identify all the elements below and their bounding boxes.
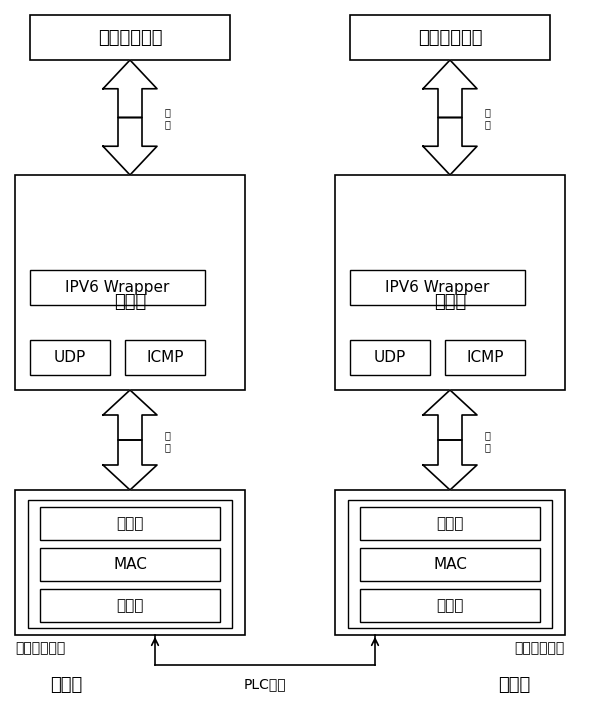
Bar (28, 500, 232, 628)
Polygon shape (103, 390, 157, 440)
Polygon shape (423, 390, 477, 440)
Bar (30, 340, 110, 375)
Text: 口: 口 (165, 107, 171, 117)
Bar (40, 507, 220, 540)
Text: 串: 串 (485, 120, 491, 130)
Bar (15, 490, 245, 635)
Text: MAC: MAC (113, 557, 147, 572)
Bar (360, 548, 540, 581)
Text: 物理层: 物理层 (116, 598, 144, 613)
Text: 串: 串 (165, 442, 171, 452)
Text: UDP: UDP (54, 350, 86, 365)
Text: 从模块: 从模块 (50, 676, 82, 694)
Bar (30, 15, 230, 60)
Bar (348, 500, 552, 628)
Text: 载波调制模块: 载波调制模块 (15, 641, 65, 655)
Text: 口: 口 (485, 107, 491, 117)
Bar (335, 490, 565, 635)
Text: IPV6 Wrapper: IPV6 Wrapper (65, 280, 170, 295)
Polygon shape (423, 60, 477, 117)
Text: 网络层: 网络层 (434, 294, 466, 312)
Bar (40, 589, 220, 622)
Bar (350, 340, 430, 375)
Text: PLC网络: PLC网络 (244, 677, 287, 691)
Bar (335, 175, 565, 390)
Text: ICMP: ICMP (466, 350, 504, 365)
Polygon shape (103, 440, 157, 490)
Bar (350, 270, 525, 305)
Text: 路由层: 路由层 (436, 516, 464, 531)
Text: ICMP: ICMP (146, 350, 184, 365)
Text: 物理层: 物理层 (436, 598, 464, 613)
Text: IPV6 Wrapper: IPV6 Wrapper (385, 280, 490, 295)
Polygon shape (103, 60, 157, 117)
Polygon shape (103, 117, 157, 175)
Text: MAC: MAC (433, 557, 467, 572)
Bar (360, 507, 540, 540)
Polygon shape (423, 440, 477, 490)
Text: 口: 口 (165, 430, 171, 440)
Bar (445, 340, 525, 375)
Bar (40, 548, 220, 581)
Text: 集中器应用层: 集中器应用层 (418, 29, 482, 47)
Bar (360, 589, 540, 622)
Text: 串: 串 (485, 442, 491, 452)
Text: 网络层: 网络层 (114, 294, 146, 312)
Text: 路由层: 路由层 (116, 516, 144, 531)
Polygon shape (423, 117, 477, 175)
Bar (125, 340, 205, 375)
Text: 串: 串 (165, 120, 171, 130)
Text: 主模块: 主模块 (498, 676, 530, 694)
Bar (30, 270, 205, 305)
Text: UDP: UDP (374, 350, 406, 365)
Bar (350, 15, 550, 60)
Bar (15, 175, 245, 390)
Text: 口: 口 (485, 430, 491, 440)
Text: 电能表应用层: 电能表应用层 (98, 29, 162, 47)
Text: 载波调制模块: 载波调制模块 (515, 641, 565, 655)
